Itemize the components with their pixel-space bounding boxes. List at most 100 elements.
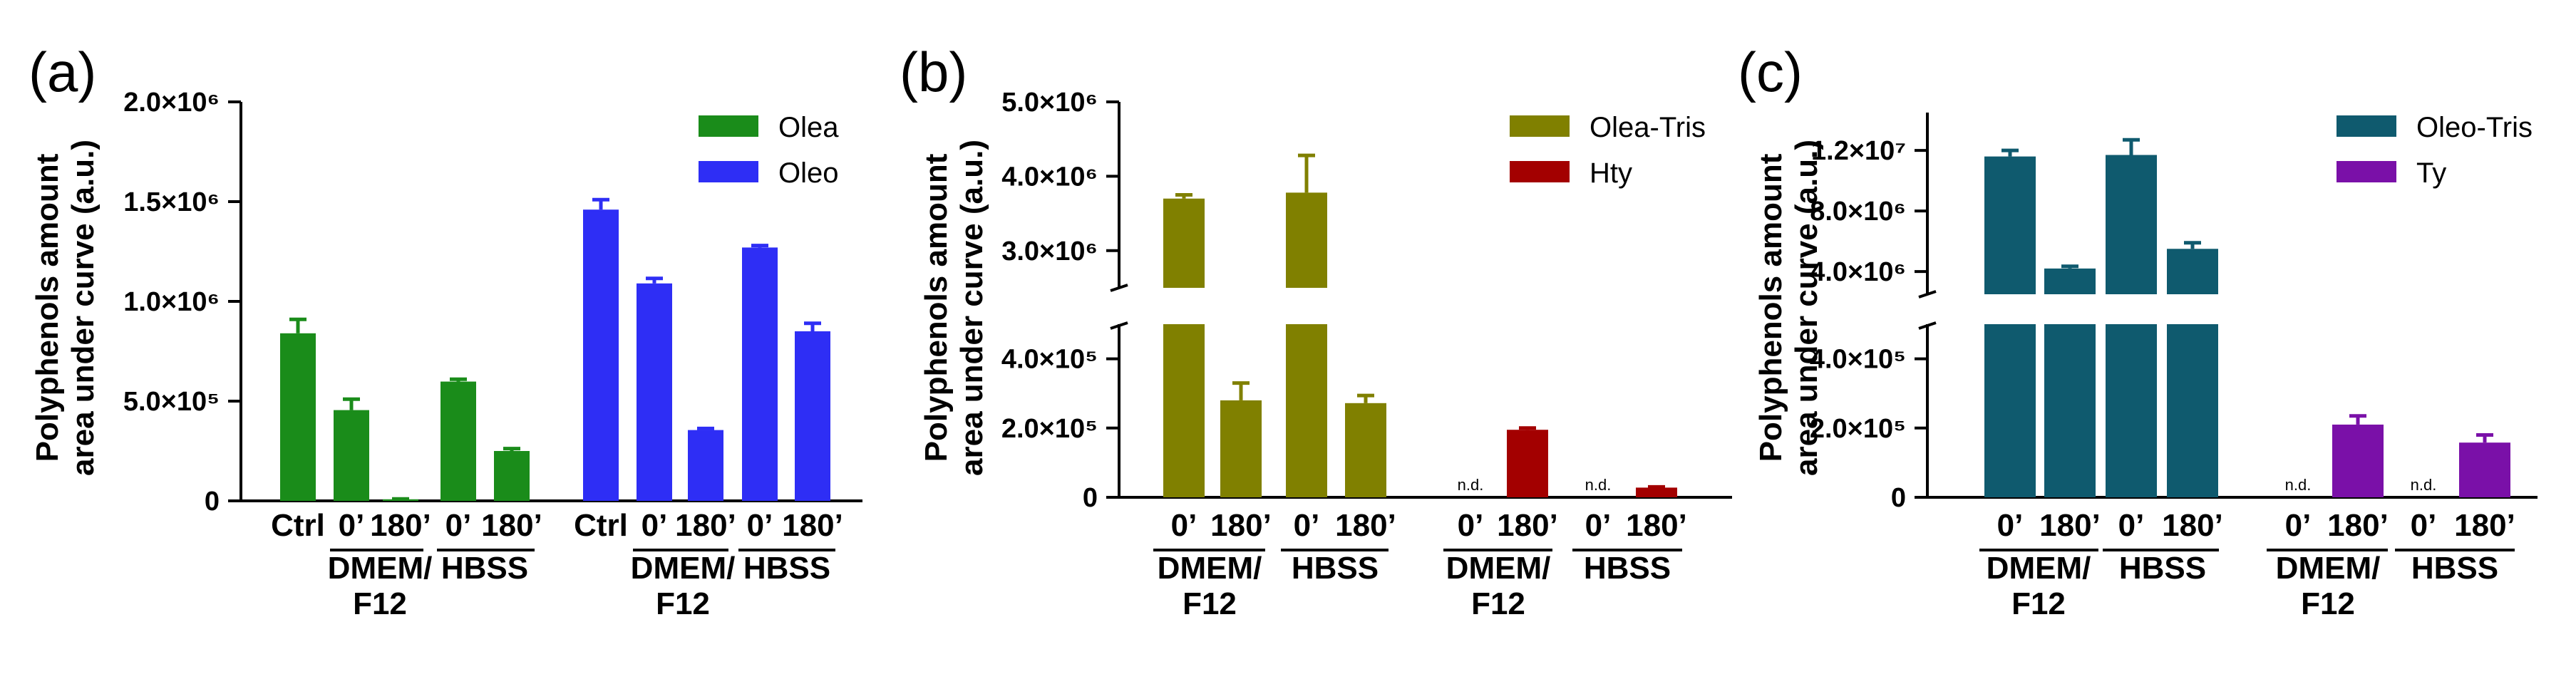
bar-a-Olea-4 — [494, 451, 530, 501]
x-tick-label-c: 0’ — [2285, 508, 2312, 543]
bar-a-Olea-3 — [441, 381, 476, 501]
y-tick-label-b: 5.0×10⁶ — [1001, 88, 1098, 118]
y-tick-label-b: 4.0×10⁶ — [1001, 162, 1098, 192]
x-tick-label-b: 0’ — [1294, 508, 1320, 543]
x-tick-label-a: 180’ — [370, 508, 431, 543]
group-label-c: F12 — [2011, 586, 2066, 621]
y-axis-label-line2: area under curve (a.u.) — [954, 140, 989, 476]
x-tick-label-a: 0’ — [642, 508, 668, 543]
group-label-a: F12 — [656, 586, 710, 621]
x-tick-label-b: 0’ — [1458, 508, 1484, 543]
x-tick-label-c: 180’ — [2454, 508, 2515, 543]
bar-c-Oleo-Tris-2-lower — [2106, 324, 2157, 497]
x-tick-label-a: 0’ — [747, 508, 773, 543]
x-tick-label-c: 180’ — [2327, 508, 2389, 543]
y-tick-label-a: 5.0×10⁵ — [123, 387, 220, 417]
y-tick-label-b: 2.0×10⁵ — [1001, 414, 1098, 444]
y-tick-label-c: 1.2×10⁷ — [1811, 136, 1906, 166]
x-tick-label-c: 180’ — [2039, 508, 2101, 543]
legend-swatch-Olea — [699, 115, 758, 137]
y-tick-label-c: 2.0×10⁵ — [1810, 414, 1906, 444]
group-label-b: DMEM/ — [1158, 551, 1262, 586]
bar-a-Oleo-0 — [583, 209, 619, 501]
group-label-c: DMEM/ — [1987, 551, 2091, 586]
bar-c-Oleo-Tris-2-upper — [2106, 155, 2157, 294]
bar-b-Olea-Tris-0-upper — [1163, 198, 1205, 288]
panel-label-b: (b) — [900, 41, 967, 103]
y-axis-label-a: Polyphenols amount area under curve (a.u.… — [30, 140, 101, 476]
group-label-c: DMEM/ — [2276, 551, 2381, 586]
y-tick-label-b: 3.0×10⁶ — [1001, 237, 1098, 266]
group-label-c: F12 — [2301, 586, 2355, 621]
group-label-b: F12 — [1471, 586, 1525, 621]
group-label-b: HBSS — [1292, 551, 1379, 586]
y-tick-label-c: 8.0×10⁶ — [1810, 197, 1906, 227]
x-tick-label-a: 0’ — [445, 508, 472, 543]
x-tick-label-c: 0’ — [2411, 508, 2437, 543]
x-tick-label-c: 0’ — [1997, 508, 2024, 543]
x-tick-label-a: 180’ — [481, 508, 542, 543]
legend-label-Ty: Ty — [2416, 157, 2446, 189]
legend-label-Olea-Tris: Olea-Tris — [1590, 112, 1706, 143]
x-tick-label-a: 0’ — [339, 508, 365, 543]
legend-swatch-Hty — [1510, 161, 1570, 182]
x-tick-label-a: Ctrl — [271, 508, 325, 543]
bar-b-Olea-Tris-2-upper — [1286, 192, 1327, 288]
legend-swatch-Olea-Tris — [1510, 115, 1570, 137]
bar-b-Olea-Tris-1 — [1220, 400, 1262, 497]
bar-b-Hty-3 — [1636, 487, 1677, 497]
y-axis-label-line2: area under curve (a.u.) — [66, 140, 101, 476]
x-tick-label-b: 0’ — [1585, 508, 1612, 543]
legend-swatch-Oleo-Tris — [2337, 115, 2396, 137]
x-tick-label-b: 180’ — [1626, 508, 1687, 543]
y-tick-label-a: 0 — [205, 487, 220, 517]
legend-swatch-Ty — [2337, 161, 2396, 182]
bar-a-Oleo-4 — [795, 331, 830, 501]
group-label-b: F12 — [1183, 586, 1237, 621]
axis-break-b — [1110, 321, 1128, 330]
y-tick-label-c: 4.0×10⁵ — [1810, 345, 1906, 375]
y-tick-label-a: 2.0×10⁶ — [123, 88, 220, 118]
bar-c-Ty-1 — [2332, 424, 2384, 497]
bar-a-Oleo-2 — [688, 430, 723, 501]
x-tick-label-a: Ctrl — [574, 508, 628, 543]
bar-c-Oleo-Tris-3-upper — [2167, 249, 2218, 294]
bar-c-Oleo-Tris-1-lower — [2044, 324, 2096, 497]
x-tick-label-a: 180’ — [675, 508, 736, 543]
group-label-a: DMEM/ — [631, 551, 736, 586]
y-tick-label-a: 1.5×10⁶ — [123, 187, 220, 217]
legend-label-Oleo-Tris: Oleo-Tris — [2416, 112, 2533, 143]
bar-b-Hty-1 — [1507, 430, 1548, 497]
nd-label-c: n.d. — [2411, 476, 2437, 494]
bar-c-Oleo-Tris-0-lower — [1984, 324, 2036, 497]
group-label-a: HBSS — [743, 551, 830, 586]
group-label-b: HBSS — [1584, 551, 1671, 586]
group-label-a: HBSS — [441, 551, 528, 586]
y-axis-label-line1: Polyphenols amount — [1753, 153, 1788, 462]
axis-break-b — [1110, 284, 1128, 292]
nd-label-b: n.d. — [1585, 476, 1612, 494]
group-label-b: DMEM/ — [1446, 551, 1551, 586]
nd-label-b: n.d. — [1458, 476, 1484, 494]
x-tick-label-a: 180’ — [782, 508, 843, 543]
legend-swatch-Oleo — [699, 161, 758, 182]
legend-label-Hty: Hty — [1590, 157, 1632, 189]
x-tick-label-c: 0’ — [2118, 508, 2145, 543]
legend-label-Oleo: Oleo — [778, 157, 839, 189]
x-tick-label-c: 180’ — [2162, 508, 2223, 543]
axis-break-c — [1918, 321, 1937, 330]
panel-label-c: (c) — [1738, 41, 1803, 103]
nd-label-c: n.d. — [2285, 476, 2312, 494]
bar-a-Olea-1 — [334, 410, 369, 501]
group-label-c: HBSS — [2119, 551, 2206, 586]
bar-b-Olea-Tris-2-lower — [1286, 324, 1327, 497]
bar-a-Olea-0 — [280, 333, 316, 501]
panel-label-a: (a) — [29, 41, 96, 103]
group-label-c: HBSS — [2411, 551, 2498, 586]
bar-c-Ty-3 — [2459, 442, 2510, 497]
bar-c-Oleo-Tris-1-upper — [2044, 268, 2096, 294]
x-tick-label-b: 180’ — [1210, 508, 1272, 543]
group-label-a: DMEM/ — [328, 551, 433, 586]
bar-a-Oleo-1 — [637, 283, 672, 501]
